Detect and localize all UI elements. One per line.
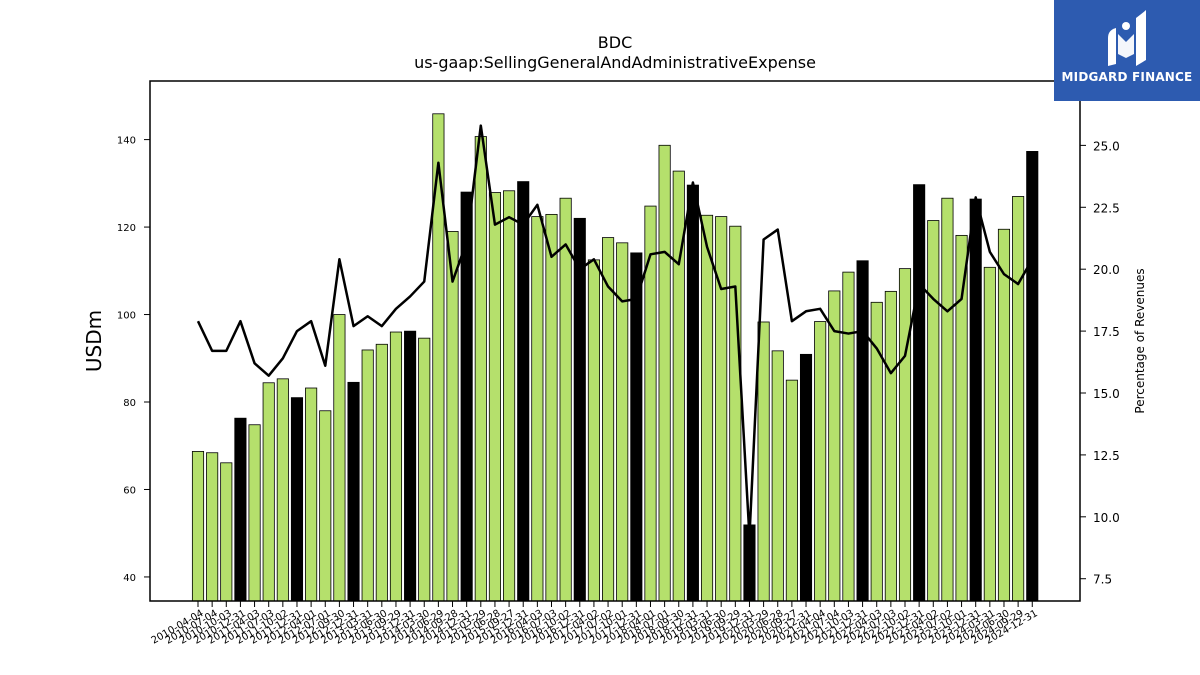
bar-2013-09-29 <box>389 331 403 602</box>
bar-2011-10-02 <box>276 378 289 602</box>
x-axis: 2010-04-042010-07-042010-10-032010-12-31… <box>150 601 1040 647</box>
bar-2017-04-02 <box>587 259 600 602</box>
bar-2023-07-02 <box>941 197 954 602</box>
bar-2020-09-27 <box>785 379 798 602</box>
bar-2021-10-03 <box>842 271 855 602</box>
y2-tick-label: 10.0 <box>1093 511 1120 525</box>
bar-2020-12-31 <box>799 353 813 602</box>
bar-2023-04-02 <box>927 220 940 602</box>
y2-tick-label: 17.5 <box>1093 325 1120 339</box>
y-tick-label: 120 <box>117 223 136 234</box>
bar-2022-10-02 <box>898 268 912 602</box>
chart-title: BDC <box>598 33 632 52</box>
bar-2011-12-31 <box>290 397 304 602</box>
bar-2017-12-31 <box>630 252 643 602</box>
logo-text: MIDGARD FINANCE <box>1061 70 1193 84</box>
bar-2012-04-01 <box>305 387 318 602</box>
y-tick-label: 140 <box>117 136 136 147</box>
y-axis-label-right: Percentage of Revenues <box>1133 268 1147 413</box>
y2-tick-label: 25.0 <box>1093 139 1120 153</box>
bar-2019-03-31 <box>700 214 714 602</box>
bar-2010-04-04 <box>191 451 205 602</box>
bar-2021-12-31 <box>856 260 869 602</box>
bar-2014-09-28 <box>446 231 459 602</box>
line-layer <box>196 124 1034 538</box>
bar-2012-07-01 <box>319 410 332 602</box>
bar-2013-12-31 <box>404 330 417 602</box>
bar-2012-09-30 <box>333 314 346 602</box>
chart-subtitle: us-gaap:SellingGeneralAndAdministrativeE… <box>414 53 816 72</box>
bar-2015-09-27 <box>503 190 516 602</box>
bar-2013-03-31 <box>361 349 374 602</box>
y-axis-label-left: USDm <box>82 310 106 372</box>
bar-2013-06-30 <box>375 343 388 602</box>
y2-tick-label: 22.5 <box>1093 201 1120 215</box>
bar-2021-04-04 <box>814 321 827 602</box>
y2-tick-label: 12.5 <box>1093 449 1120 463</box>
bar-2012-12-31 <box>347 381 360 602</box>
bar-2018-12-31 <box>686 184 699 602</box>
y-axis-left: 40 60 80 100 120 140 <box>117 136 150 584</box>
plot-frame <box>149 80 1081 602</box>
bar-2024-12-31 <box>1026 151 1039 602</box>
bar-2016-07-03 <box>545 213 558 602</box>
y-axis-right: 7.5 10.0 12.5 15.0 17.5 20.0 22.5 25.0 <box>1080 139 1120 587</box>
line-series <box>196 124 1034 538</box>
bar-2023-12-31 <box>969 198 982 602</box>
bar-2011-04-03 <box>248 424 261 602</box>
y-tick-label: 60 <box>123 485 136 496</box>
y-tick-label: 40 <box>123 573 136 584</box>
bar-2015-12-31 <box>517 181 530 602</box>
bar-2016-12-31 <box>573 217 586 602</box>
bar-2016-10-02 <box>559 197 572 602</box>
bars-group <box>191 113 1039 602</box>
bar-2015-03-29 <box>474 136 487 602</box>
bar-2019-09-29 <box>729 225 742 602</box>
y2-tick-label: 20.0 <box>1093 263 1120 277</box>
bar-2015-06-28 <box>488 192 501 602</box>
y-tick-label: 80 <box>123 398 136 409</box>
bar-2024-03-31 <box>983 266 996 602</box>
bar-2020-06-28 <box>771 350 784 602</box>
bar-2022-07-03 <box>884 290 897 602</box>
brand-logo: MIDGARD FINANCE <box>1054 0 1200 101</box>
y-tick-label: 100 <box>117 311 136 322</box>
y2-tick-label: 7.5 <box>1093 573 1112 587</box>
bar-2011-07-03 <box>262 382 275 602</box>
midgard-logo-icon <box>1108 10 1146 66</box>
bar-2024-06-30 <box>997 228 1011 602</box>
bar-2018-07-01 <box>658 144 671 602</box>
bar-2014-03-30 <box>418 337 431 602</box>
bar-2016-04-03 <box>531 216 544 602</box>
bar-2010-12-31 <box>234 417 247 602</box>
bar-2010-10-03 <box>220 462 233 602</box>
bar-2022-12-31 <box>913 184 926 602</box>
bar-2021-07-04 <box>828 290 841 602</box>
bar-2020-03-29 <box>757 321 770 602</box>
y2-tick-label: 15.0 <box>1093 387 1120 401</box>
bar-2024-09-29 <box>1012 196 1025 602</box>
bar-2010-07-04 <box>206 452 219 602</box>
